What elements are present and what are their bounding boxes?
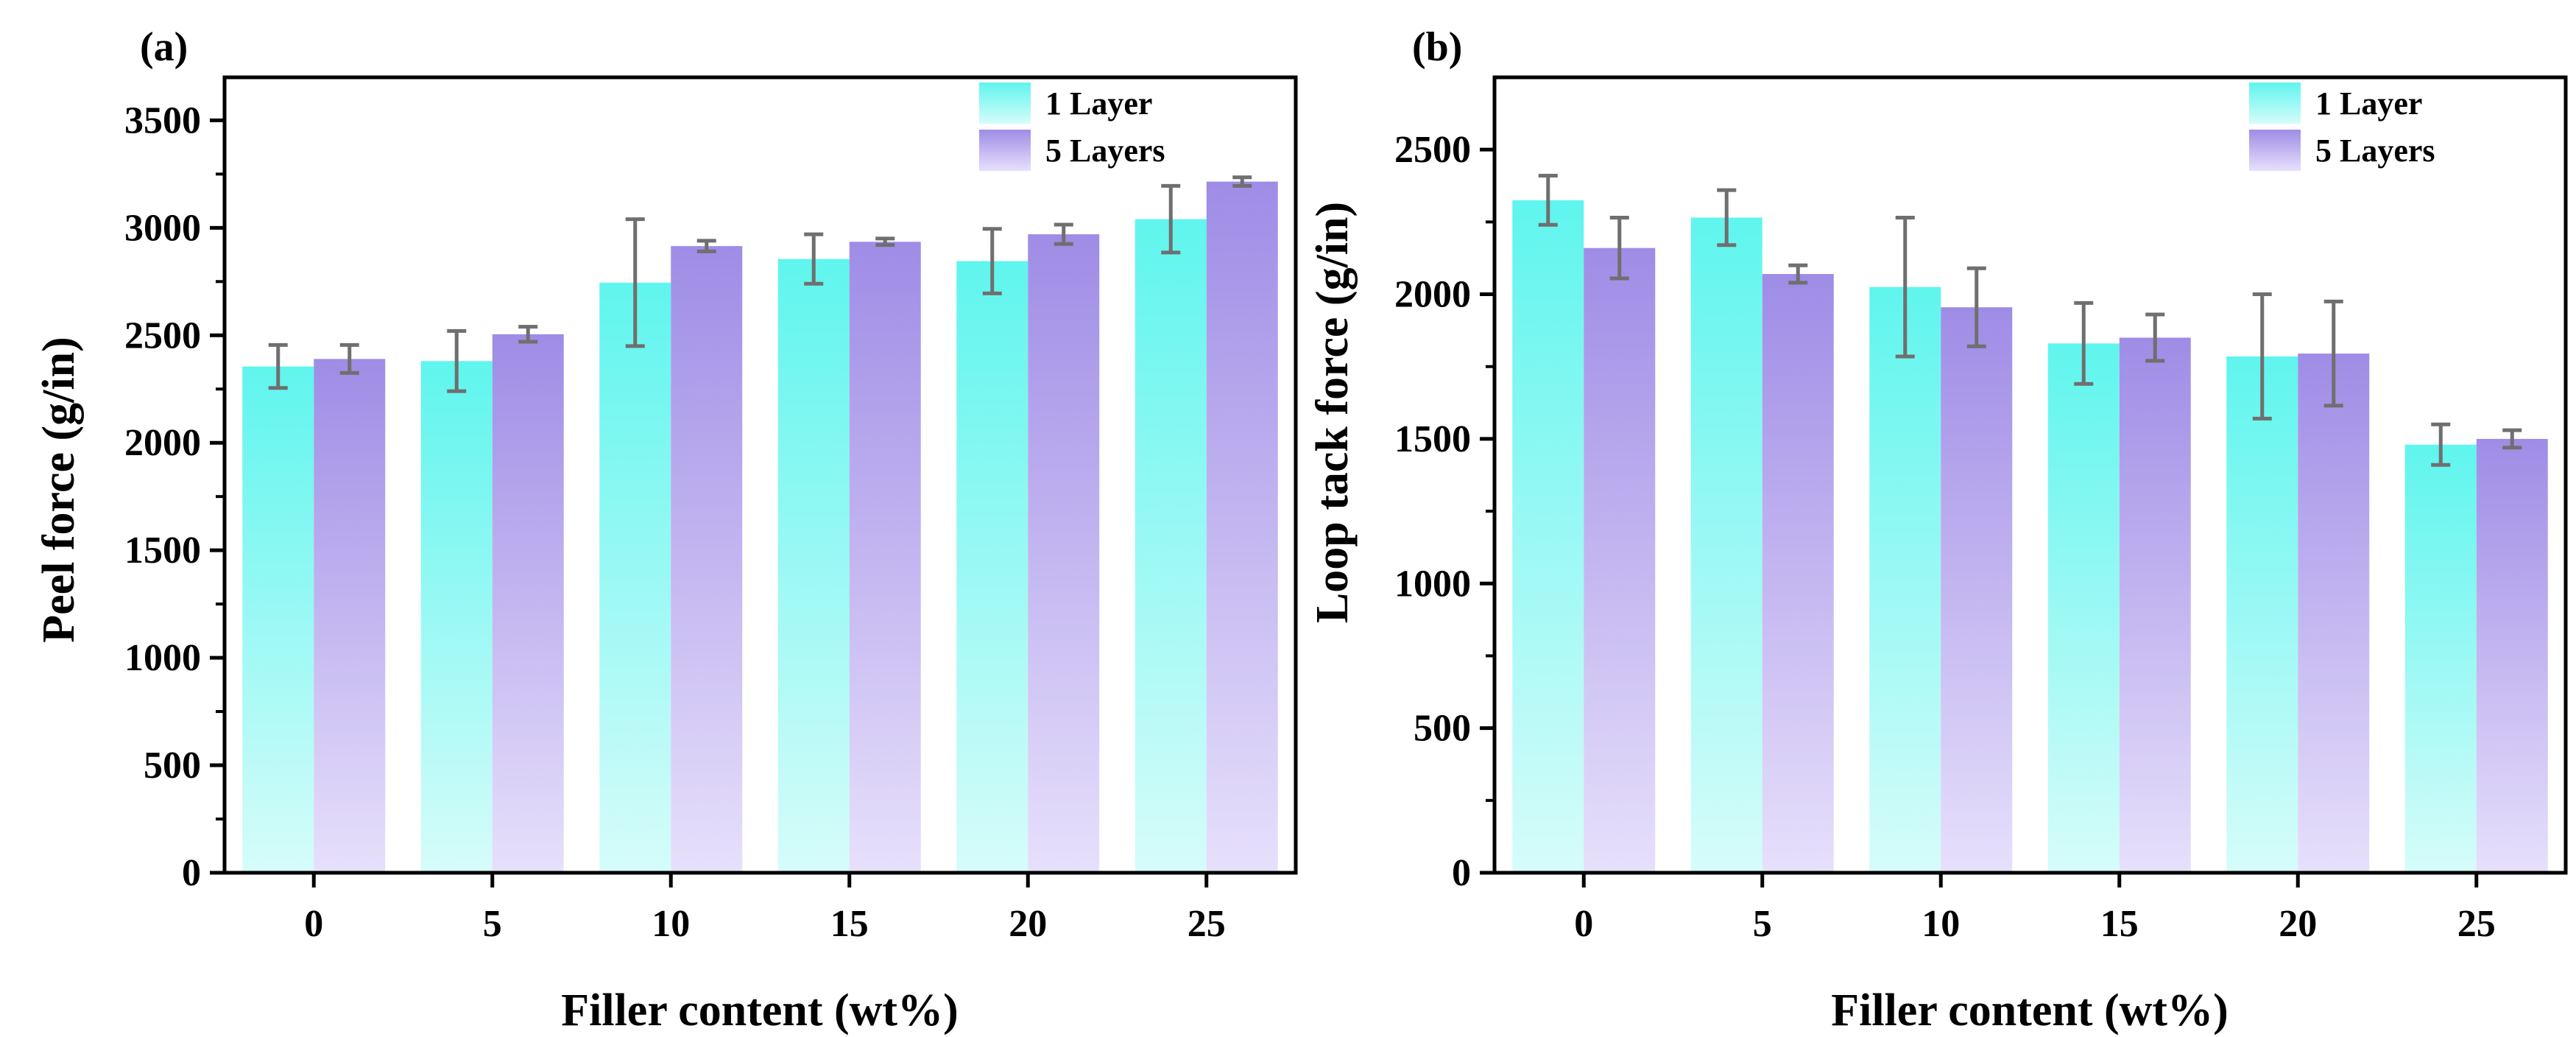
error-bar-b-s1-25 (2431, 422, 2451, 467)
legend-label-b-s1: 1 Layer (2315, 85, 2422, 122)
y-tick-label-b-1500: 1500 (1394, 418, 1471, 460)
error-bar-a-s2-25 (1232, 175, 1252, 188)
x-tick-label-a-5: 5 (483, 903, 502, 945)
error-bar-b-s1-5 (1717, 188, 1737, 247)
bar-b-s2-5 (1762, 274, 1834, 873)
error-bar-b-s2-0 (1609, 215, 1629, 281)
y-tick-label-a-1500: 1500 (124, 530, 201, 572)
bar-b-s2-0 (1584, 247, 1656, 873)
error-bar-a-s1-15 (804, 232, 824, 286)
x-tick-label-b-10: 10 (1922, 903, 1960, 945)
y-tick-label-a-2500: 2500 (124, 314, 201, 356)
bar-b-s2-15 (2119, 337, 2191, 873)
error-bar-b-s2-25 (2502, 428, 2522, 450)
bar-b-s1-5 (1690, 217, 1762, 873)
bar-a-s2-25 (1206, 181, 1278, 873)
bar-b-s1-25 (2404, 444, 2477, 873)
error-bar-a-s2-0 (339, 342, 359, 375)
chart-peel-force: (a) Peel force (g/in) Filler content (wt… (34, 24, 1298, 1036)
chart-loop-tack-force: (b) Loop tack force (g/in) Filler conten… (1308, 24, 2568, 1036)
error-bar-a-s1-25 (1161, 183, 1181, 255)
x-tick-label-b-5: 5 (1753, 903, 1772, 945)
error-bar-b-s1-15 (2074, 300, 2094, 386)
panel-label-b: (b) (1412, 24, 1462, 70)
x-tick-label-a-10: 10 (652, 903, 690, 945)
x-tick-label-a-0: 0 (304, 903, 323, 945)
bar-b-s2-20 (2298, 354, 2370, 873)
legend-swatch-a-s2 (979, 130, 1031, 171)
bar-b-s2-25 (2476, 438, 2548, 873)
x-tick-label-b-15: 15 (2100, 903, 2139, 945)
error-bar-a-s2-20 (1054, 222, 1073, 246)
legend-label-b-s2: 5 Layers (2315, 133, 2435, 169)
y-tick-label-a-3500: 3500 (124, 99, 201, 141)
y-tick-label-b-500: 500 (1414, 708, 1471, 750)
y-tick-label-b-1000: 1000 (1394, 563, 1471, 605)
error-bar-b-s1-20 (2252, 292, 2272, 421)
bar-a-s1-25 (1135, 219, 1207, 873)
y-tick-label-b-2500: 2500 (1394, 129, 1471, 171)
error-bar-b-s1-0 (1538, 174, 1558, 227)
y-tick-label-a-1000: 1000 (124, 637, 201, 679)
error-bar-a-s2-5 (518, 325, 538, 344)
x-tick-label-a-15: 15 (830, 903, 869, 945)
legend-label-a-s2: 5 Layers (1045, 133, 1165, 169)
bar-a-s2-20 (1028, 234, 1100, 873)
error-bar-b-s1-10 (1895, 215, 1915, 359)
bar-b-s1-15 (2047, 343, 2120, 873)
bar-a-s2-5 (492, 334, 564, 873)
bar-a-s1-5 (420, 361, 493, 873)
panel-label-a: (a) (140, 24, 188, 70)
error-bar-b-s2-20 (2323, 299, 2343, 408)
y-tick-label-a-2000: 2000 (124, 422, 201, 464)
y-tick-label-a-3000: 3000 (124, 207, 201, 249)
y-axis-title-a: Peel force (g/in) (34, 337, 84, 642)
legend-swatch-a-s1 (979, 82, 1031, 124)
bar-a-s2-0 (314, 359, 386, 873)
x-tick-label-b-20: 20 (2279, 903, 2317, 945)
error-bar-a-s2-10 (696, 239, 716, 253)
y-tick-label-a-500: 500 (144, 745, 201, 787)
error-bar-b-s2-15 (2145, 312, 2165, 363)
x-axis-title-a: Filler content (wt%) (561, 985, 958, 1036)
bar-b-s1-20 (2226, 356, 2298, 873)
legend-label-a-s1: 1 Layer (1045, 85, 1152, 122)
x-tick-label-b-25: 25 (2457, 903, 2496, 945)
error-bar-a-s1-0 (268, 342, 288, 390)
error-bar-b-s2-5 (1788, 263, 1808, 285)
x-tick-label-a-25: 25 (1188, 903, 1226, 945)
bar-b-s1-10 (1869, 287, 1941, 873)
x-tick-label-b-0: 0 (1574, 903, 1593, 945)
bar-a-s1-15 (777, 259, 850, 873)
error-bar-a-s1-5 (447, 328, 467, 393)
bar-b-s2-10 (1941, 307, 2013, 873)
bar-a-s2-15 (849, 242, 921, 873)
legend-a: 1 Layer 5 Layers (979, 82, 1165, 171)
error-bar-a-s1-10 (625, 217, 645, 348)
error-bar-a-s2-15 (875, 236, 895, 247)
legend-b: 1 Layer 5 Layers (2249, 82, 2435, 171)
bar-a-s1-0 (242, 366, 314, 873)
y-axis-title-b: Loop tack force (g/in) (1308, 202, 1358, 623)
bar-a-s1-10 (599, 282, 671, 873)
error-bar-b-s2-10 (1966, 266, 1986, 348)
bar-b-s1-0 (1512, 200, 1584, 873)
y-tick-label-b-2000: 2000 (1394, 274, 1471, 316)
bar-a-s1-20 (956, 261, 1028, 873)
y-tick-label-a-0: 0 (182, 852, 201, 894)
x-tick-label-a-20: 20 (1009, 903, 1047, 945)
legend-swatch-b-s2 (2249, 130, 2301, 171)
plot-frame-a (222, 75, 1298, 875)
bar-a-s2-10 (671, 246, 743, 873)
y-tick-label-b-0: 0 (1452, 852, 1471, 894)
error-bar-a-s1-20 (982, 227, 1002, 295)
plot-frame-b (1492, 75, 2568, 875)
x-axis-title-b: Filler content (wt%) (1831, 985, 2228, 1036)
legend-swatch-b-s1 (2249, 82, 2301, 124)
